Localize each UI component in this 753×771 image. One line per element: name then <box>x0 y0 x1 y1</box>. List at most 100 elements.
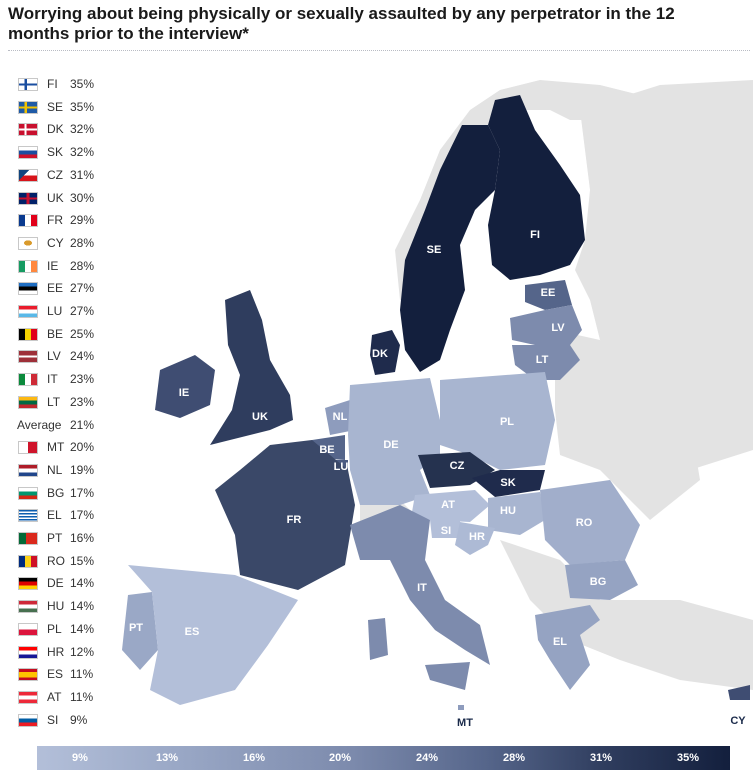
map-label-lt: LT <box>536 354 549 366</box>
flag-dk-icon <box>18 123 38 137</box>
region-it <box>350 505 490 665</box>
scale-tick-label: 35% <box>676 752 700 764</box>
legend-row-dk: DK 32% <box>14 118 124 140</box>
legend-code: ES <box>47 667 64 682</box>
legend-row-hu: HU 14% <box>14 595 124 617</box>
flag-cz-icon <box>18 168 38 182</box>
legend-row-lu: LU 27% <box>14 300 124 322</box>
legend-code: LV <box>47 349 61 364</box>
legend-value: 23% <box>70 394 95 409</box>
region-si <box>430 520 460 538</box>
legend-code: UK <box>47 190 64 205</box>
map-label-cy: CY <box>730 715 746 727</box>
legend-value: 19% <box>70 462 95 477</box>
flag-si-icon <box>18 713 38 727</box>
europe-map: FI SE EE LV LT DK IE UK NL BE LU DE PL C… <box>122 80 753 729</box>
legend-code: SE <box>47 99 64 114</box>
map-label-uk: UK <box>252 411 268 423</box>
legend-code: SK <box>47 145 64 160</box>
land-balkans-turkey <box>500 540 753 690</box>
region-it-sicily <box>425 662 470 690</box>
legend-row-ro: RO 15% <box>14 550 124 572</box>
region-es <box>128 565 298 705</box>
legend-value: 20% <box>70 440 95 455</box>
legend-row-average: Average 21% <box>14 414 124 436</box>
legend-row-pt: PT 16% <box>14 527 124 549</box>
flag-at-icon <box>18 690 38 704</box>
legend-value: 35% <box>70 99 95 114</box>
scale-tick-label: 28% <box>502 752 526 764</box>
flag-lt-icon <box>18 395 38 409</box>
map-label-hu: HU <box>500 505 516 517</box>
map-label-lu: LU <box>334 461 349 473</box>
region-uk <box>210 290 293 445</box>
map-label-hr: HR <box>469 531 485 543</box>
flag-ro-icon <box>18 554 38 568</box>
legend-value: 32% <box>70 145 95 160</box>
land-belarus-ukraine <box>555 330 700 520</box>
legend-value: 31% <box>70 167 95 182</box>
flag-hu-icon <box>18 600 38 614</box>
legend-value: 11% <box>70 689 94 704</box>
legend-code: HU <box>47 599 65 614</box>
flag-fi-icon <box>18 78 38 91</box>
map-label-pt: PT <box>129 622 143 634</box>
legend-value: 14% <box>70 599 95 614</box>
scale-tick-label: 16% <box>242 752 266 764</box>
flag-se-icon <box>18 100 38 114</box>
legend-code: BE <box>47 326 64 341</box>
flag-uk-icon <box>18 191 38 205</box>
map-label-lv: LV <box>551 322 565 334</box>
region-at <box>412 490 490 522</box>
chart-title: Worrying about being physically or sexua… <box>8 4 675 43</box>
scale-tick-label: 9% <box>72 752 88 764</box>
legend-value: 30% <box>70 190 95 205</box>
legend-row-mt: MT 20% <box>14 436 124 458</box>
region-nl <box>325 400 355 435</box>
flag-hr-icon <box>18 645 38 659</box>
region-fr <box>215 440 355 590</box>
legend-code: MT <box>47 440 65 455</box>
map-label-nl: NL <box>333 411 348 423</box>
flag-it-icon <box>18 373 38 387</box>
map-label-fi: FI <box>530 229 540 241</box>
region-ro <box>540 480 640 565</box>
legend-code: HR <box>47 644 65 659</box>
legend-code: RO <box>47 553 65 568</box>
legend-code: FR <box>47 213 63 228</box>
legend-value: 29% <box>70 213 95 228</box>
legend-row-nl: NL 19% <box>14 459 124 481</box>
map-label-ee: EE <box>541 287 556 299</box>
region-sk <box>472 470 545 497</box>
legend-code: EL <box>47 508 62 523</box>
region-mt <box>458 705 464 710</box>
flag-fr-icon <box>18 214 38 228</box>
land-norway <box>395 80 640 300</box>
legend-row-fr: FR 29% <box>14 209 124 231</box>
region-hu <box>488 492 545 535</box>
legend-value: 25% <box>70 326 95 341</box>
legend-row-el: EL 17% <box>14 504 124 526</box>
map-label-bg: BG <box>590 576 607 588</box>
legend-code: EE <box>47 281 64 296</box>
region-bg <box>565 560 638 600</box>
scale-tick-label: 20% <box>328 752 352 764</box>
legend-value: 17% <box>70 508 95 523</box>
legend-code: DE <box>47 576 64 591</box>
scale-tick-label: 24% <box>415 752 439 764</box>
map-label-be: BE <box>319 444 334 456</box>
flag-mt-icon <box>18 441 38 455</box>
region-pt <box>122 592 158 670</box>
region-fi <box>488 95 585 280</box>
legend-value: 32% <box>70 122 95 137</box>
map-label-se: SE <box>427 244 442 256</box>
map-label-dk: DK <box>372 348 388 360</box>
flag-pt-icon <box>18 532 38 545</box>
color-scale-bar: 9% 13% 16% 20% 24% 28% 31% 35% <box>37 746 730 770</box>
legend-row-cy: CY 28% <box>14 232 124 254</box>
average-value: 21% <box>70 417 95 432</box>
title-divider <box>8 50 750 51</box>
legend-value: 14% <box>70 621 95 636</box>
map-label-ro: RO <box>576 517 593 529</box>
flag-be-icon <box>18 327 38 341</box>
